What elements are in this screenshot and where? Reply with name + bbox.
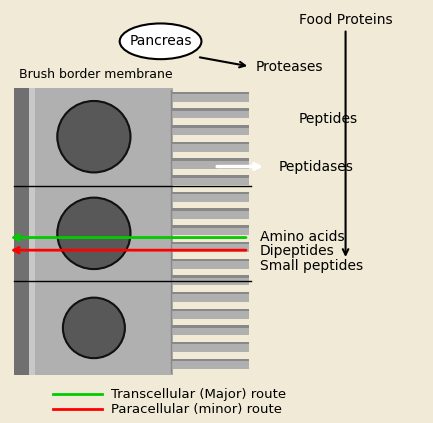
Bar xyxy=(171,108,249,111)
Bar xyxy=(29,281,174,375)
Bar xyxy=(171,258,249,261)
Text: Amino acids: Amino acids xyxy=(259,230,344,244)
Bar xyxy=(171,328,249,335)
Bar xyxy=(171,344,249,352)
Text: Food Proteins: Food Proteins xyxy=(299,13,392,27)
Bar xyxy=(171,194,249,202)
Circle shape xyxy=(63,298,125,358)
Bar xyxy=(171,278,249,285)
Bar xyxy=(171,261,249,269)
Bar xyxy=(171,359,249,361)
Bar xyxy=(171,192,249,194)
Bar xyxy=(171,144,249,152)
Circle shape xyxy=(57,101,130,173)
Bar xyxy=(14,186,29,281)
Bar xyxy=(171,361,249,369)
Bar xyxy=(29,88,174,186)
Bar xyxy=(171,228,249,235)
Bar xyxy=(171,209,249,211)
Bar xyxy=(171,294,249,302)
Text: Dipeptides: Dipeptides xyxy=(259,244,334,258)
Bar xyxy=(171,178,249,185)
Bar xyxy=(171,275,249,278)
Text: Small peptides: Small peptides xyxy=(259,259,363,273)
Bar xyxy=(171,94,249,102)
Bar xyxy=(171,175,249,178)
Ellipse shape xyxy=(120,23,201,59)
Bar xyxy=(29,281,35,375)
Bar xyxy=(171,158,249,161)
Bar xyxy=(171,244,249,252)
Text: Peptides: Peptides xyxy=(299,112,358,126)
Bar xyxy=(171,242,249,244)
Text: Proteases: Proteases xyxy=(256,60,323,74)
Bar xyxy=(29,186,174,281)
Bar xyxy=(171,92,249,94)
Bar xyxy=(171,142,249,144)
Bar xyxy=(171,111,249,118)
Circle shape xyxy=(57,198,130,269)
Bar xyxy=(171,311,249,319)
Bar xyxy=(171,342,249,344)
Bar xyxy=(171,211,249,219)
Bar xyxy=(29,186,35,281)
Text: Paracellular (minor) route: Paracellular (minor) route xyxy=(111,403,282,415)
Bar xyxy=(171,292,249,294)
Bar xyxy=(171,308,249,311)
Bar xyxy=(29,88,35,186)
Text: Pancreas: Pancreas xyxy=(129,34,192,48)
Text: Transcellular (Major) route: Transcellular (Major) route xyxy=(111,388,286,401)
Text: Peptidases: Peptidases xyxy=(279,159,354,173)
Bar xyxy=(171,128,249,135)
Bar xyxy=(171,225,249,228)
Bar xyxy=(171,125,249,128)
Text: Brush border membrane: Brush border membrane xyxy=(19,69,172,82)
Bar xyxy=(171,161,249,168)
Bar xyxy=(171,325,249,328)
Bar xyxy=(14,88,29,186)
Bar xyxy=(14,281,29,375)
